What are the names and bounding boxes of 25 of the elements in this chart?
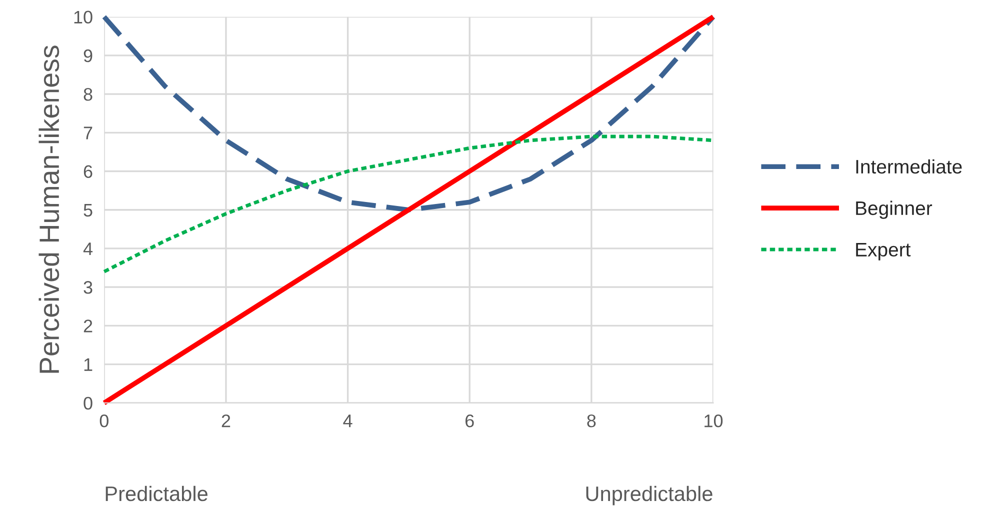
y-tick-label: 10 — [74, 10, 92, 24]
y-tick-label: 4 — [83, 242, 93, 256]
y-tick-label: 0 — [84, 396, 92, 410]
legend-label: Intermediate — [856, 159, 962, 174]
y-tick-label: 7 — [84, 126, 92, 140]
line-series — [102, 14, 716, 406]
x-tick-label: 0 — [100, 414, 108, 428]
y-tick-label: 9 — [84, 49, 92, 62]
y-tick-label: 3 — [84, 281, 92, 294]
y-tick-label: 2 — [84, 320, 92, 332]
y-tick-label: 5 — [84, 204, 92, 217]
legend-label: Expert — [856, 242, 911, 260]
x-tick-label: 6 — [466, 414, 474, 428]
y-tick-label: 8 — [84, 88, 92, 101]
x-tick-label: 10 — [704, 414, 723, 428]
x-tick-label: 4 — [343, 414, 352, 428]
y-tick-label: 6 — [84, 165, 92, 178]
line-series — [102, 14, 716, 212]
x-tick-label: 2 — [222, 414, 230, 428]
legend-label: Beginner — [856, 200, 932, 219]
x-tick-label: 8 — [587, 414, 596, 428]
y-tick-label: 1 — [84, 358, 92, 371]
text: Unpredictable — [586, 486, 712, 506]
text: Predictable — [106, 486, 208, 502]
y-axis-title: Perceived Human-likeness — [38, 46, 60, 373]
